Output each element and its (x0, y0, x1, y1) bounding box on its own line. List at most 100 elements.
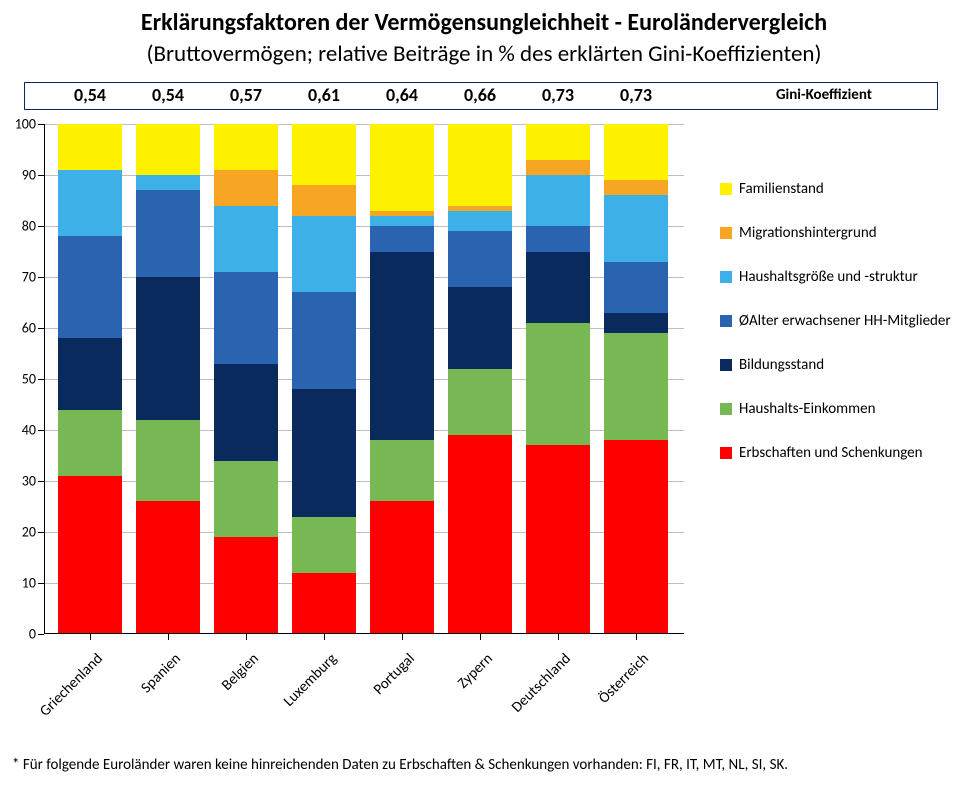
y-axis-tick-label: 50 (4, 371, 36, 388)
y-tick (38, 532, 44, 533)
legend-item-familienstand: Familienstand (720, 180, 951, 198)
category-label: Portugal (370, 650, 419, 699)
y-tick (38, 328, 44, 329)
gini-value: 0,66 (464, 84, 496, 106)
legend-item-hhgroesse: Haushaltsgröße und -struktur (720, 268, 951, 286)
gini-value: 0,73 (542, 84, 574, 106)
chart-stage: Erklärungsfaktoren der Vermögensungleich… (0, 0, 968, 786)
y-tick (38, 634, 44, 635)
stacked-bar (526, 124, 590, 634)
category-label: Griechenland (36, 650, 106, 720)
bar-segment-bildung (370, 252, 434, 441)
bar-segment-alter (214, 272, 278, 364)
legend-swatch (720, 271, 732, 283)
bar-segment-erbschaften (526, 445, 590, 634)
bar-segment-familienstand (214, 124, 278, 170)
bar-segment-hhgroesse (136, 175, 200, 190)
legend-item-alter: ØAlter erwachsener HH-Mitglieder (720, 312, 951, 330)
y-axis-tick-label: 70 (4, 269, 36, 286)
chart-footnote: * Für folgende Euroländer waren keine hi… (12, 756, 788, 774)
bar-segment-bildung (292, 389, 356, 517)
gini-value: 0,64 (386, 84, 418, 106)
stacked-bar (292, 124, 356, 634)
bar-segment-migration (448, 206, 512, 211)
gini-value: 0,73 (620, 84, 652, 106)
bar-segment-bildung (58, 338, 122, 409)
legend-label: Migrationshintergrund (739, 224, 877, 242)
y-axis-tick-label: 80 (4, 218, 36, 235)
chart-subtitle: (Bruttovermögen; relative Beiträge in % … (0, 40, 968, 68)
category-label: Zypern (454, 650, 496, 692)
gini-value: 0,54 (74, 84, 106, 106)
y-tick (38, 379, 44, 380)
bar-segment-einkommen (58, 410, 122, 476)
bar-segment-familienstand (370, 124, 434, 211)
legend-label: Erbschaften und Schenkungen (739, 444, 923, 462)
legend-swatch (720, 359, 732, 371)
bar-segment-alter (292, 292, 356, 389)
bar-segment-einkommen (448, 369, 512, 435)
y-axis-tick-label: 40 (4, 422, 36, 439)
legend-item-migration: Migrationshintergrund (720, 224, 951, 242)
legend: Familienstand Migrationshintergrund Hausha… (720, 180, 951, 488)
y-axis-tick-label: 30 (4, 473, 36, 490)
bar-segment-erbschaften (448, 435, 512, 634)
bar-segment-bildung (448, 287, 512, 369)
bar-segment-hhgroesse (214, 206, 278, 272)
bar-segment-familienstand (292, 124, 356, 185)
bar-segment-alter (58, 236, 122, 338)
stacked-bar (214, 124, 278, 634)
bar-segment-erbschaften (58, 476, 122, 634)
bar-segment-migration (292, 185, 356, 216)
bar-segment-einkommen (604, 333, 668, 440)
bar-segment-familienstand (136, 124, 200, 175)
bar-segment-hhgroesse (604, 195, 668, 261)
category-label: Belgien (218, 650, 262, 694)
legend-swatch (720, 183, 732, 195)
bar-segment-einkommen (136, 420, 200, 502)
bar-segment-bildung (136, 277, 200, 420)
bar-segment-alter (526, 226, 590, 252)
bar-segment-bildung (604, 313, 668, 333)
legend-item-einkommen: Haushalts-Einkommen (720, 400, 951, 418)
bar-segment-hhgroesse (58, 170, 122, 236)
bar-segment-einkommen (526, 323, 590, 445)
bar-segment-hhgroesse (448, 211, 512, 231)
stacked-bar (58, 124, 122, 634)
legend-swatch (720, 447, 732, 459)
bar-segment-alter (370, 226, 434, 252)
legend-label: ØAlter erwachsener HH-Mitglieder (739, 312, 951, 330)
bar-segment-einkommen (370, 440, 434, 501)
y-axis-tick-label: 60 (4, 320, 36, 337)
stacked-bar (136, 124, 200, 634)
category-label: Luxemburg (280, 650, 341, 711)
legend-item-erbschaften: Erbschaften und Schenkungen (720, 444, 951, 462)
bar-segment-einkommen (292, 517, 356, 573)
stacked-bar (604, 124, 668, 634)
bar-segment-erbschaften (136, 501, 200, 634)
category-label: Deutschland (508, 650, 575, 717)
y-axis-tick-label: 0 (4, 626, 36, 643)
bar-segment-hhgroesse (292, 216, 356, 293)
bar-segment-familienstand (526, 124, 590, 160)
category-label: Spanien (138, 650, 185, 697)
legend-swatch (720, 227, 732, 239)
bar-segment-alter (448, 231, 512, 287)
y-axis-tick-label: 90 (4, 167, 36, 184)
plot-area (44, 124, 684, 634)
legend-label: Bildungsstand (739, 356, 824, 374)
legend-swatch (720, 403, 732, 415)
gini-label: Gini-Koeffizient (776, 86, 872, 104)
bar-segment-familienstand (604, 124, 668, 180)
bar-segment-erbschaften (292, 573, 356, 634)
chart-title: Erklärungsfaktoren der Vermögensungleich… (0, 8, 968, 37)
bar-segment-erbschaften (214, 537, 278, 634)
bar-segment-familienstand (58, 124, 122, 170)
y-tick (38, 124, 44, 125)
legend-label: Haushaltsgröße und -struktur (739, 268, 918, 286)
bar-segment-bildung (526, 252, 590, 323)
gini-value: 0,61 (308, 84, 340, 106)
gini-value: 0,57 (230, 84, 262, 106)
bar-segment-migration (526, 160, 590, 175)
y-axis-tick-label: 100 (4, 116, 36, 133)
